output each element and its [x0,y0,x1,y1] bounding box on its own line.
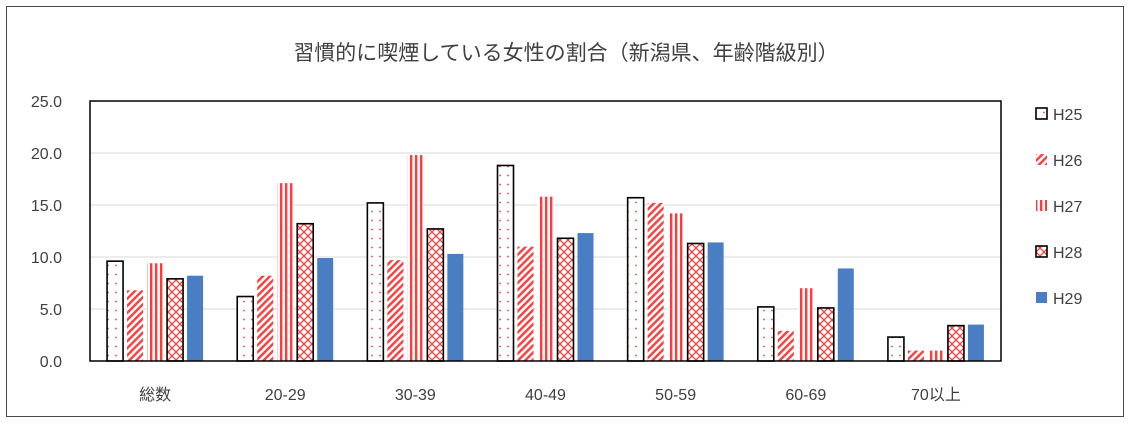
bar-h28-2 [426,228,445,362]
y-axis-ticks: 0.0 5.0 10.0 15.0 20.0 25.0 [31,94,62,371]
legend-label-h28: H28 [1053,245,1082,262]
bar-h26-1 [257,275,274,361]
bar-group [106,155,984,362]
bar-h27-6 [927,350,944,361]
y-tick-label: 15.0 [31,198,62,215]
legend-label-h27: H27 [1053,199,1082,216]
x-tick-label: 20-29 [265,387,306,404]
legend: H25 H26 H27 H28 H29 [1035,107,1082,308]
bar-h26-2 [387,260,404,361]
x-tick-label: 70以上 [911,386,961,404]
legend-label-h25: H25 [1053,107,1082,124]
legend-swatch-h25 [1035,107,1048,120]
bar-h26-3 [517,246,534,361]
bar-h26-4 [647,202,664,361]
chart-title: 習慣的に喫煙している女性の割合（新潟県、年齢階級別） [293,41,838,65]
bar-h27-0 [147,263,164,361]
x-tick-label: 30-39 [395,387,436,404]
bar-h27-4 [667,213,684,361]
y-tick-label: 10.0 [31,250,62,267]
y-tick-label: 25.0 [31,94,62,111]
bar-h27-3 [537,196,554,361]
bar-h25-3 [496,164,515,362]
bar-h28-0 [166,278,184,362]
bar-h25-5 [756,306,775,362]
bar-h29-2 [447,253,464,361]
x-axis-ticks: 総数 20-29 30-39 40-49 50-59 60-69 70以上 [139,386,961,404]
bar-h29-1 [317,258,334,361]
bar-h27-5 [797,288,814,361]
bar-h26-0 [127,290,144,361]
x-tick-label: 40-49 [525,387,566,404]
bar-h28-6 [947,324,965,362]
legend-swatch-h29 [1036,292,1047,303]
x-tick-label: 総数 [139,386,171,404]
bar-h28-1 [296,222,315,362]
legend-label-h26: H26 [1053,153,1082,170]
legend-label-h29: H29 [1053,291,1082,308]
legend-swatch-h27 [1036,200,1047,211]
plot-area-border [89,100,1002,362]
bar-h26-5 [777,330,794,361]
bar-h27-1 [277,183,294,361]
bar-h28-5 [816,307,835,362]
bar-h29-4 [707,242,724,361]
bar-h29-0 [187,275,204,361]
y-tick-label: 0.0 [40,354,62,371]
bar-h29-5 [837,268,854,361]
bar-h29-3 [577,233,594,361]
bar-h25-4 [626,196,645,362]
x-tick-label: 50-59 [655,387,696,404]
bar-h25-1 [236,295,255,362]
y-tick-label: 5.0 [40,302,62,319]
bar-h27-2 [407,155,424,361]
bar-h26-6 [907,350,924,361]
bar-h28-3 [556,237,575,362]
bar-h25-6 [887,336,905,362]
bar-h25-2 [366,202,385,362]
x-tick-label: 60-69 [785,387,826,404]
bar-h25-0 [106,260,124,362]
legend-swatch-h28 [1035,245,1048,258]
y-tick-label: 20.0 [31,146,62,163]
bar-h28-4 [686,242,705,362]
legend-swatch-h26 [1036,154,1047,165]
bar-h29-6 [967,324,984,361]
